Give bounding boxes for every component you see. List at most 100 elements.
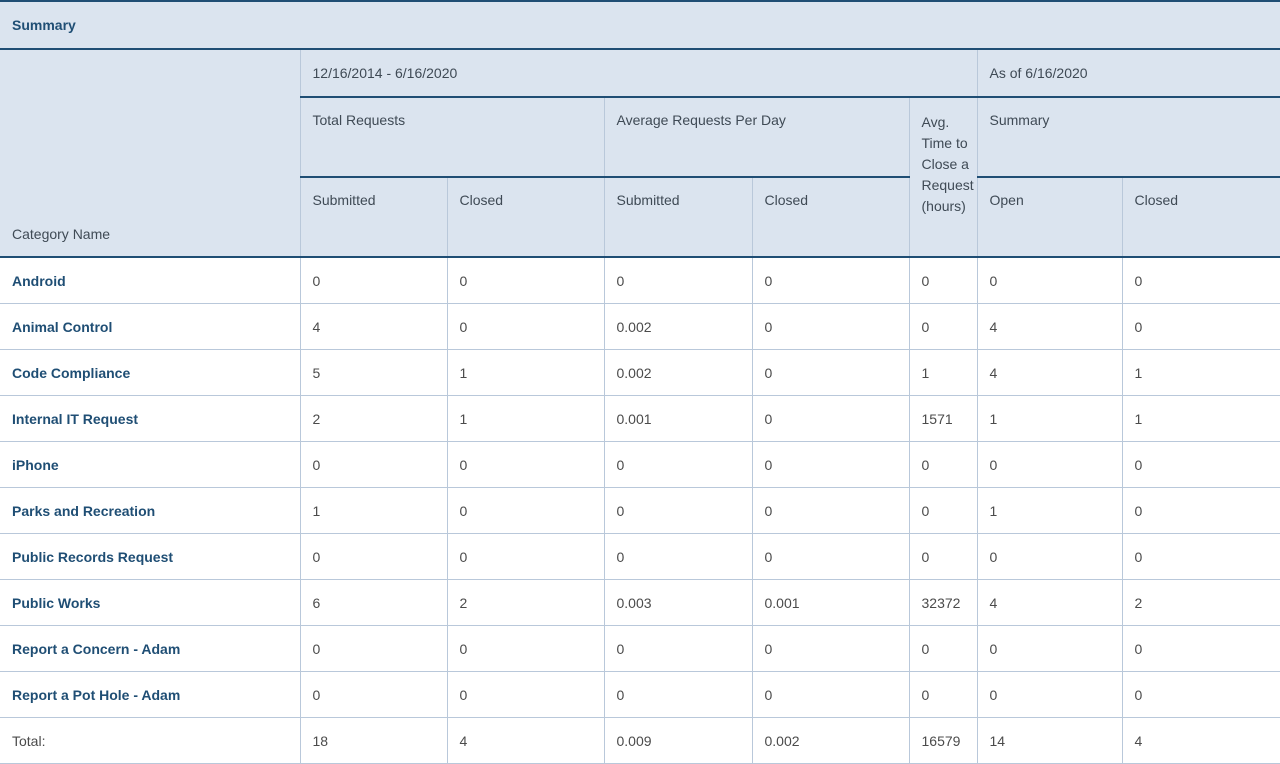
summary-closed-value: 0 — [1121, 441, 1280, 488]
avg-submitted-value: 0 — [603, 533, 752, 580]
avg-closed-value: 0 — [751, 395, 909, 442]
summary-closed-header: Closed — [1121, 177, 1280, 258]
avg-submitted-value: 0.003 — [603, 579, 752, 626]
category-link[interactable]: Code Compliance — [0, 349, 300, 396]
category-link[interactable]: iPhone — [0, 441, 300, 488]
submitted-value: 5 — [299, 349, 447, 396]
table-row: Public Records Request 0 0 0 0 0 0 0 — [0, 533, 1280, 580]
avg-submitted-value: 0 — [603, 441, 752, 488]
summary-closed-value: 0 — [1121, 487, 1280, 534]
table-row: iPhone 0 0 0 0 0 0 0 — [0, 441, 1280, 488]
open-value: 0 — [976, 671, 1122, 718]
table-row: Report a Concern - Adam 0 0 0 0 0 0 0 — [0, 625, 1280, 672]
avg-closed-value: 0 — [751, 533, 909, 580]
avg-closed-value: 0.001 — [751, 579, 909, 626]
total-avg-time: 16579 — [908, 717, 977, 764]
submitted-value: 1 — [299, 487, 447, 534]
summary-closed-value: 0 — [1121, 533, 1280, 580]
avg-closed-value: 0 — [751, 303, 909, 350]
submitted-value: 0 — [299, 257, 447, 304]
summary-closed-value: 2 — [1121, 579, 1280, 626]
avg-time-value: 1 — [908, 349, 977, 396]
open-value: 4 — [976, 349, 1122, 396]
closed-value: 0 — [446, 625, 604, 672]
avg-submitted-value: 0 — [603, 671, 752, 718]
avg-time-value: 0 — [908, 257, 977, 304]
avg-time-value: 0 — [908, 671, 977, 718]
summary-group-header: Summary — [977, 97, 1280, 178]
closed-value: 1 — [446, 349, 604, 396]
avg-time-value: 32372 — [908, 579, 977, 626]
total-avg-submitted: 0.009 — [603, 717, 752, 764]
closed-value: 0 — [446, 441, 604, 488]
submitted-value: 0 — [299, 533, 447, 580]
closed-value: 0 — [446, 671, 604, 718]
avg-closed-value: 0 — [751, 441, 909, 488]
category-link[interactable]: Parks and Recreation — [0, 487, 300, 534]
avg-requests-per-day-header: Average Requests Per Day — [603, 97, 909, 178]
date-range-header: 12/16/2014 - 6/16/2020 — [300, 49, 977, 98]
summary-closed-value: 0 — [1121, 303, 1280, 350]
avg-closed-value: 0 — [751, 625, 909, 672]
total-submitted-header: Submitted — [300, 177, 447, 258]
submitted-value: 0 — [299, 625, 447, 672]
open-value: 0 — [976, 533, 1122, 580]
avg-submitted-value: 0.001 — [603, 395, 752, 442]
category-link[interactable]: Public Records Request — [0, 533, 300, 580]
closed-value: 1 — [446, 395, 604, 442]
category-link[interactable]: Internal IT Request — [0, 395, 300, 442]
table-row: Android 0 0 0 0 0 0 0 — [0, 257, 1280, 304]
avg-time-value: 0 — [908, 533, 977, 580]
avg-submitted-header: Submitted — [603, 177, 752, 258]
as-of-header: As of 6/16/2020 — [976, 49, 1280, 98]
submitted-value: 6 — [299, 579, 447, 626]
submitted-value: 0 — [299, 671, 447, 718]
avg-closed-header: Closed — [751, 177, 909, 258]
avg-time-value: 0 — [908, 487, 977, 534]
closed-value: 0 — [446, 257, 604, 304]
avg-closed-value: 0 — [751, 487, 909, 534]
open-value: 1 — [976, 487, 1122, 534]
category-name-header: Category Name — [0, 49, 301, 258]
summary-title: Summary — [0, 0, 1280, 50]
avg-time-value: 0 — [908, 441, 977, 488]
open-value: 1 — [976, 395, 1122, 442]
avg-closed-value: 0 — [751, 257, 909, 304]
summary-closed-value: 1 — [1121, 349, 1280, 396]
open-value: 0 — [976, 441, 1122, 488]
summary-closed-value: 1 — [1121, 395, 1280, 442]
table-row: Internal IT Request 2 1 0.001 0 1571 1 1 — [0, 395, 1280, 442]
category-link[interactable]: Public Works — [0, 579, 300, 626]
avg-submitted-value: 0 — [603, 257, 752, 304]
closed-value: 0 — [446, 533, 604, 580]
closed-value: 2 — [446, 579, 604, 626]
avg-submitted-value: 0.002 — [603, 303, 752, 350]
total-submitted: 18 — [299, 717, 447, 764]
closed-value: 0 — [446, 303, 604, 350]
total-row: Total: 18 4 0.009 0.002 16579 14 4 — [0, 717, 1280, 764]
table-row: Public Works 6 2 0.003 0.001 32372 4 2 — [0, 579, 1280, 626]
category-link[interactable]: Animal Control — [0, 303, 300, 350]
closed-value: 0 — [446, 487, 604, 534]
table-row: Parks and Recreation 1 0 0 0 0 1 0 — [0, 487, 1280, 534]
submitted-value: 4 — [299, 303, 447, 350]
open-value: 0 — [976, 257, 1122, 304]
table-row: Animal Control 4 0 0.002 0 0 4 0 — [0, 303, 1280, 350]
avg-closed-value: 0 — [751, 349, 909, 396]
category-link[interactable]: Android — [0, 257, 300, 304]
open-header: Open — [977, 177, 1122, 258]
total-summary-closed: 4 — [1121, 717, 1280, 764]
open-value: 0 — [976, 625, 1122, 672]
open-value: 4 — [976, 303, 1122, 350]
summary-closed-value: 0 — [1121, 671, 1280, 718]
category-link[interactable]: Report a Pot Hole - Adam — [0, 671, 300, 718]
submitted-value: 0 — [299, 441, 447, 488]
category-link[interactable]: Report a Concern - Adam — [0, 625, 300, 672]
total-closed-header: Closed — [446, 177, 604, 258]
avg-submitted-value: 0.002 — [603, 349, 752, 396]
table-row: Code Compliance 5 1 0.002 0 1 4 1 — [0, 349, 1280, 396]
avg-time-value: 0 — [908, 303, 977, 350]
total-label: Total: — [0, 717, 300, 764]
total-open: 14 — [976, 717, 1122, 764]
